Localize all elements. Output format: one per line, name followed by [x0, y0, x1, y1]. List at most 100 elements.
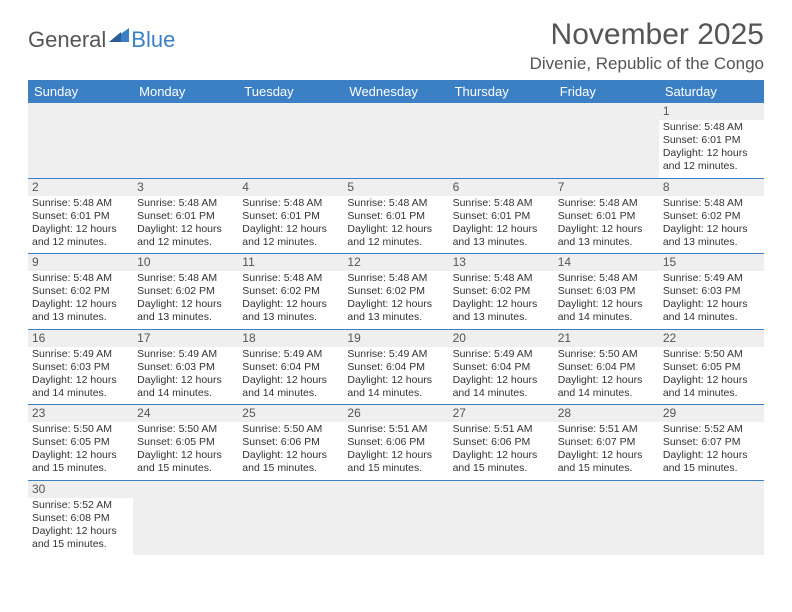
sunset-line: Sunset: 6:07 PM: [558, 436, 655, 449]
calendar-cell: 5Sunrise: 5:48 AMSunset: 6:01 PMDaylight…: [343, 178, 448, 254]
day-number: 22: [659, 330, 764, 347]
day-number: 24: [133, 405, 238, 422]
sunrise-line: Sunrise: 5:48 AM: [453, 272, 550, 285]
calendar-cell: [28, 103, 133, 178]
calendar-row: 2Sunrise: 5:48 AMSunset: 6:01 PMDaylight…: [28, 178, 764, 254]
daylight-line: Daylight: 12 hours and 13 minutes.: [453, 298, 550, 324]
sunset-line: Sunset: 6:01 PM: [663, 134, 760, 147]
sunrise-line: Sunrise: 5:49 AM: [663, 272, 760, 285]
calendar-cell: 18Sunrise: 5:49 AMSunset: 6:04 PMDayligh…: [238, 329, 343, 405]
col-monday: Monday: [133, 80, 238, 103]
calendar-cell: 13Sunrise: 5:48 AMSunset: 6:02 PMDayligh…: [449, 254, 554, 330]
daylight-line: Daylight: 12 hours and 13 minutes.: [347, 298, 444, 324]
calendar-cell: 30Sunrise: 5:52 AMSunset: 6:08 PMDayligh…: [28, 480, 133, 555]
sunrise-line: Sunrise: 5:49 AM: [137, 348, 234, 361]
daylight-line: Daylight: 12 hours and 15 minutes.: [453, 449, 550, 475]
daylight-line: Daylight: 12 hours and 12 minutes.: [242, 223, 339, 249]
daylight-line: Daylight: 12 hours and 12 minutes.: [347, 223, 444, 249]
sunset-line: Sunset: 6:02 PM: [347, 285, 444, 298]
daylight-line: Daylight: 12 hours and 14 minutes.: [663, 298, 760, 324]
sunrise-line: Sunrise: 5:49 AM: [242, 348, 339, 361]
calendar-cell: [133, 480, 238, 555]
calendar-cell: 12Sunrise: 5:48 AMSunset: 6:02 PMDayligh…: [343, 254, 448, 330]
day-number: 13: [449, 254, 554, 271]
calendar-cell: 2Sunrise: 5:48 AMSunset: 6:01 PMDaylight…: [28, 178, 133, 254]
calendar-cell: [554, 103, 659, 178]
day-number: 30: [28, 481, 133, 498]
calendar-cell: 28Sunrise: 5:51 AMSunset: 6:07 PMDayligh…: [554, 405, 659, 481]
col-sunday: Sunday: [28, 80, 133, 103]
calendar-cell: 22Sunrise: 5:50 AMSunset: 6:05 PMDayligh…: [659, 329, 764, 405]
sunset-line: Sunset: 6:01 PM: [558, 210, 655, 223]
day-number: 18: [238, 330, 343, 347]
calendar-cell: 3Sunrise: 5:48 AMSunset: 6:01 PMDaylight…: [133, 178, 238, 254]
calendar-cell: 6Sunrise: 5:48 AMSunset: 6:01 PMDaylight…: [449, 178, 554, 254]
sunrise-line: Sunrise: 5:48 AM: [242, 272, 339, 285]
calendar-row: 30Sunrise: 5:52 AMSunset: 6:08 PMDayligh…: [28, 480, 764, 555]
sunset-line: Sunset: 6:01 PM: [32, 210, 129, 223]
col-saturday: Saturday: [659, 80, 764, 103]
calendar-cell: [343, 103, 448, 178]
calendar-row: 1Sunrise: 5:48 AMSunset: 6:01 PMDaylight…: [28, 103, 764, 178]
sunrise-line: Sunrise: 5:50 AM: [137, 423, 234, 436]
sunrise-line: Sunrise: 5:48 AM: [558, 197, 655, 210]
day-number: 9: [28, 254, 133, 271]
location-label: Divenie, Republic of the Congo: [530, 54, 764, 74]
sunset-line: Sunset: 6:08 PM: [32, 512, 129, 525]
day-number: 27: [449, 405, 554, 422]
calendar-cell: 29Sunrise: 5:52 AMSunset: 6:07 PMDayligh…: [659, 405, 764, 481]
calendar-cell: 7Sunrise: 5:48 AMSunset: 6:01 PMDaylight…: [554, 178, 659, 254]
sunset-line: Sunset: 6:05 PM: [137, 436, 234, 449]
calendar-cell: 24Sunrise: 5:50 AMSunset: 6:05 PMDayligh…: [133, 405, 238, 481]
calendar-cell: [554, 480, 659, 555]
calendar-cell: 19Sunrise: 5:49 AMSunset: 6:04 PMDayligh…: [343, 329, 448, 405]
sunrise-line: Sunrise: 5:51 AM: [347, 423, 444, 436]
sunrise-line: Sunrise: 5:50 AM: [242, 423, 339, 436]
daylight-line: Daylight: 12 hours and 13 minutes.: [663, 223, 760, 249]
sunrise-line: Sunrise: 5:48 AM: [242, 197, 339, 210]
daylight-line: Daylight: 12 hours and 14 minutes.: [558, 298, 655, 324]
sunrise-line: Sunrise: 5:48 AM: [347, 272, 444, 285]
daylight-line: Daylight: 12 hours and 13 minutes.: [137, 298, 234, 324]
daylight-line: Daylight: 12 hours and 13 minutes.: [558, 223, 655, 249]
calendar-row: 23Sunrise: 5:50 AMSunset: 6:05 PMDayligh…: [28, 405, 764, 481]
weekday-header-row: Sunday Monday Tuesday Wednesday Thursday…: [28, 80, 764, 103]
calendar-cell: 27Sunrise: 5:51 AMSunset: 6:06 PMDayligh…: [449, 405, 554, 481]
sunset-line: Sunset: 6:05 PM: [663, 361, 760, 374]
sunrise-line: Sunrise: 5:48 AM: [32, 272, 129, 285]
calendar-cell: 21Sunrise: 5:50 AMSunset: 6:04 PMDayligh…: [554, 329, 659, 405]
sunset-line: Sunset: 6:04 PM: [242, 361, 339, 374]
sunset-line: Sunset: 6:06 PM: [242, 436, 339, 449]
logo: General Blue: [28, 26, 175, 53]
day-number: 16: [28, 330, 133, 347]
sunset-line: Sunset: 6:02 PM: [137, 285, 234, 298]
sunset-line: Sunset: 6:02 PM: [663, 210, 760, 223]
month-title: November 2025: [530, 18, 764, 52]
daylight-line: Daylight: 12 hours and 13 minutes.: [32, 298, 129, 324]
daylight-line: Daylight: 12 hours and 14 minutes.: [558, 374, 655, 400]
sunrise-line: Sunrise: 5:49 AM: [347, 348, 444, 361]
day-number: 20: [449, 330, 554, 347]
daylight-line: Daylight: 12 hours and 15 minutes.: [558, 449, 655, 475]
col-wednesday: Wednesday: [343, 80, 448, 103]
day-number: 28: [554, 405, 659, 422]
sunset-line: Sunset: 6:01 PM: [453, 210, 550, 223]
sunset-line: Sunset: 6:02 PM: [453, 285, 550, 298]
calendar-cell: 1Sunrise: 5:48 AMSunset: 6:01 PMDaylight…: [659, 103, 764, 178]
calendar-cell: 15Sunrise: 5:49 AMSunset: 6:03 PMDayligh…: [659, 254, 764, 330]
sunset-line: Sunset: 6:03 PM: [32, 361, 129, 374]
day-number: 19: [343, 330, 448, 347]
daylight-line: Daylight: 12 hours and 13 minutes.: [242, 298, 339, 324]
sunrise-line: Sunrise: 5:48 AM: [663, 197, 760, 210]
calendar-cell: 11Sunrise: 5:48 AMSunset: 6:02 PMDayligh…: [238, 254, 343, 330]
calendar-cell: [238, 103, 343, 178]
logo-sail-icon: [109, 26, 129, 47]
calendar-cell: 14Sunrise: 5:48 AMSunset: 6:03 PMDayligh…: [554, 254, 659, 330]
sunset-line: Sunset: 6:03 PM: [558, 285, 655, 298]
calendar-cell: 4Sunrise: 5:48 AMSunset: 6:01 PMDaylight…: [238, 178, 343, 254]
daylight-line: Daylight: 12 hours and 15 minutes.: [32, 525, 129, 551]
calendar-cell: [449, 103, 554, 178]
day-number: 12: [343, 254, 448, 271]
sunset-line: Sunset: 6:04 PM: [453, 361, 550, 374]
daylight-line: Daylight: 12 hours and 15 minutes.: [242, 449, 339, 475]
